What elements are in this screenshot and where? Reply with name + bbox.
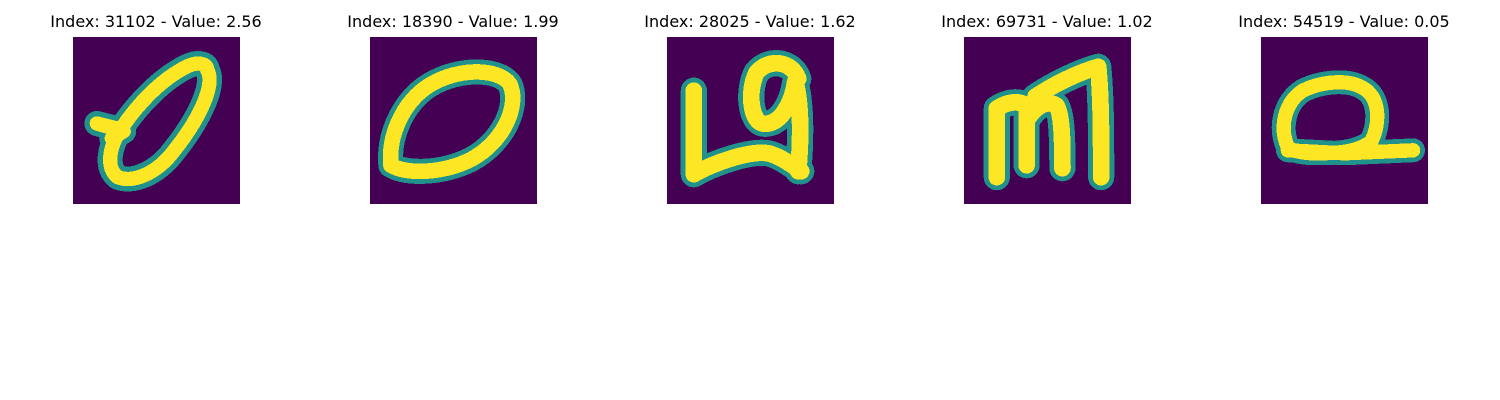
image-panel: Index: 54519 - Value: 0.05	[1224, 0, 1464, 210]
image-panel: Index: 28025 - Value: 1.62	[630, 0, 870, 210]
panel-title: Index: 69731 - Value: 1.02	[941, 12, 1153, 31]
digit-image	[667, 37, 834, 204]
image-panel: Index: 31102 - Value: 2.56	[36, 0, 276, 210]
digit-image	[370, 37, 537, 204]
image-panel: Index: 69731 - Value: 1.02	[927, 0, 1167, 210]
panel-title: Index: 18390 - Value: 1.99	[347, 12, 559, 31]
panel-title: Index: 54519 - Value: 0.05	[1238, 12, 1450, 31]
panel-title: Index: 28025 - Value: 1.62	[644, 12, 856, 31]
panel-title: Index: 31102 - Value: 2.56	[50, 12, 262, 31]
digit-image	[1261, 37, 1428, 204]
image-panel: Index: 18390 - Value: 1.99	[333, 0, 573, 210]
digit-image	[964, 37, 1131, 204]
digit-image	[73, 37, 240, 204]
